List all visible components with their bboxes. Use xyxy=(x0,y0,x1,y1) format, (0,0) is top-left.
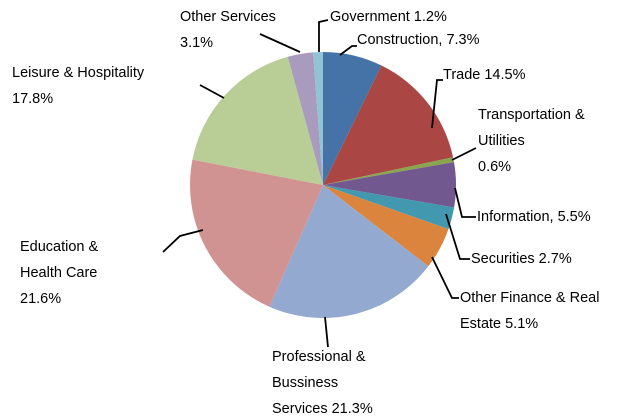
pie-slice xyxy=(323,162,457,208)
pie-slice xyxy=(269,185,429,318)
leader-line xyxy=(162,229,204,253)
category-name: Education & Health Care xyxy=(20,239,99,281)
pie-slice xyxy=(313,52,323,185)
pie-slice xyxy=(192,56,323,186)
leader-line xyxy=(324,316,329,348)
leader-line xyxy=(445,213,470,260)
slice-label: Professional & Bussiness Services 21.3% xyxy=(272,344,394,417)
value-label: 2.7% xyxy=(538,251,572,267)
value-label: 17.8% xyxy=(12,91,54,107)
category-name: Transportation & Utilities xyxy=(478,107,585,149)
leader-line xyxy=(318,19,329,52)
slice-label: Securities 2.7% xyxy=(471,246,641,272)
slice-label: Transportation & Utilities 0.6% xyxy=(478,102,628,180)
leader-line xyxy=(339,45,357,56)
slice-label: Other Services 3.1% xyxy=(180,4,340,56)
category-name: Government xyxy=(330,9,410,25)
slice-label: Leisure & Hospitality 17.8% xyxy=(12,60,212,112)
value-label: 5.1% xyxy=(505,316,539,332)
value-label: 21.6% xyxy=(20,291,62,307)
category-name: Information, xyxy=(477,209,554,225)
pie-slice xyxy=(323,185,449,267)
category-name: Securities xyxy=(471,251,535,267)
value-label: 21.3% xyxy=(331,401,373,417)
category-name: Construction, xyxy=(357,32,443,48)
category-name: Professional & Bussiness Services xyxy=(272,349,366,417)
pie-slice xyxy=(323,157,455,185)
pie-slice xyxy=(287,52,323,185)
category-name: Leisure & Hospitality xyxy=(12,65,145,81)
slice-label: Education & Health Care 21.6% xyxy=(20,234,132,312)
value-label: 1.2% xyxy=(413,9,447,25)
category-name: Other Services xyxy=(180,9,276,25)
value-label: 5.5% xyxy=(557,209,591,225)
leader-line xyxy=(451,147,477,161)
category-name: Other Finance & Real Estate xyxy=(460,290,600,332)
slice-label: Information, 5.5% xyxy=(477,204,641,230)
leader-line xyxy=(431,79,443,129)
slice-label: Government 1.2% xyxy=(330,4,530,30)
leader-line xyxy=(431,256,459,299)
leader-line xyxy=(454,187,476,218)
category-name: Trade xyxy=(443,67,481,83)
slice-label: Other Finance & Real Estate 5.1% xyxy=(460,285,610,337)
slice-label: Construction, 7.3% xyxy=(357,27,557,53)
value-label: 7.3% xyxy=(446,32,480,48)
pie-slice xyxy=(190,159,323,307)
leader-line xyxy=(259,33,301,53)
leader-line xyxy=(199,84,225,99)
pie-slice xyxy=(323,185,455,230)
value-label: 3.1% xyxy=(180,35,214,51)
pie-slice xyxy=(323,65,454,185)
value-label: 14.5% xyxy=(484,67,526,83)
pie-slice xyxy=(323,52,382,185)
slice-label: Trade 14.5% xyxy=(443,62,593,88)
value-label: 0.6% xyxy=(478,159,512,175)
